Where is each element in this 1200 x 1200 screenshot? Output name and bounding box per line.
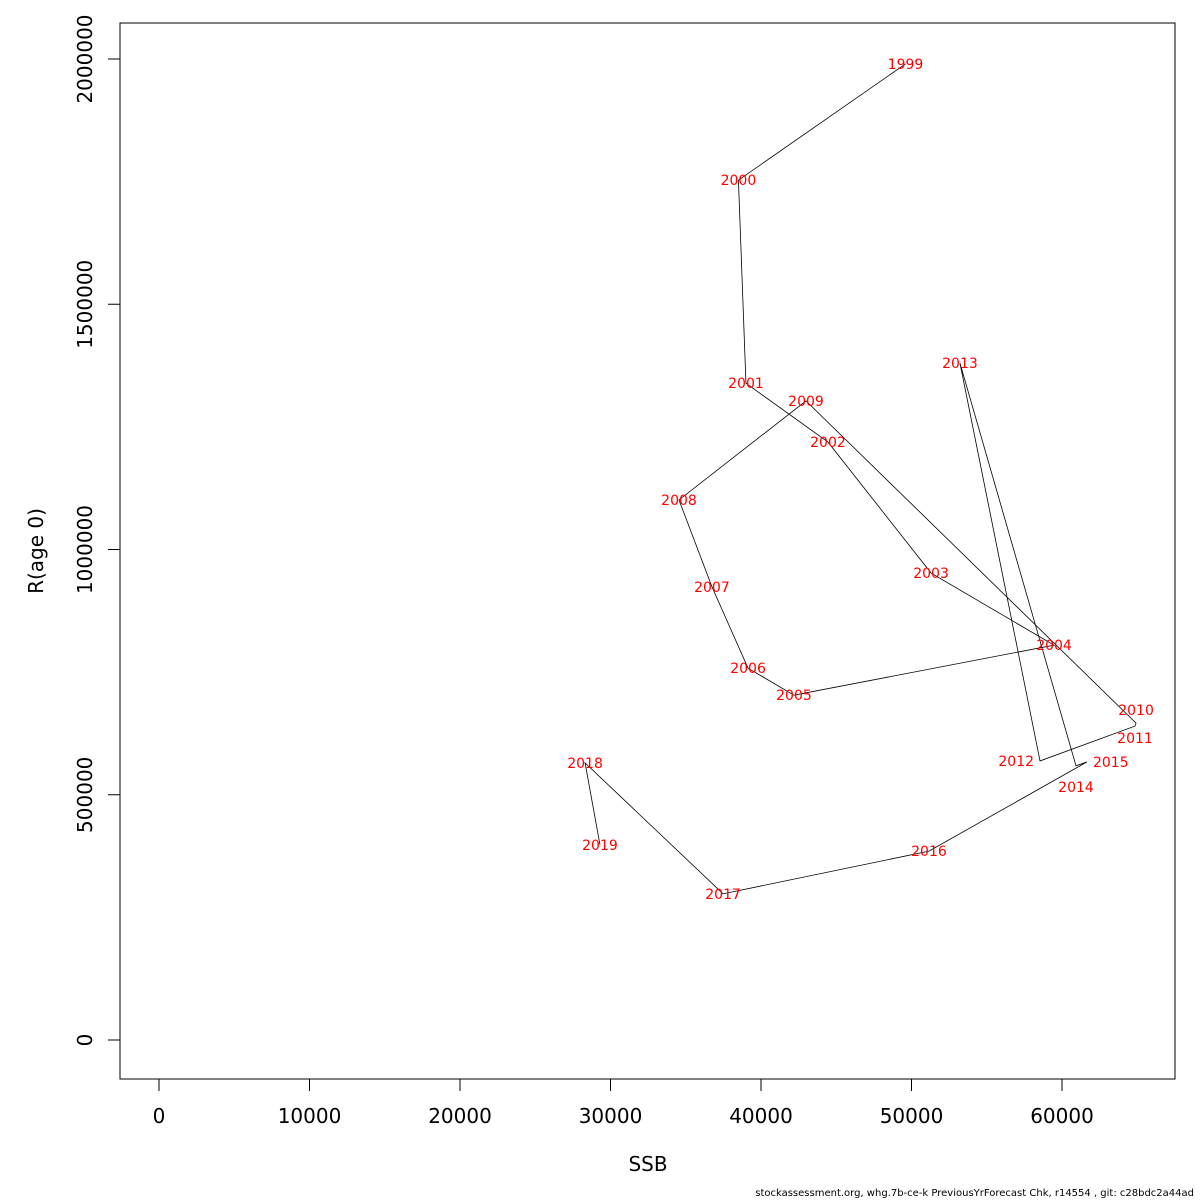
point-label-2000: 2000 <box>721 173 757 189</box>
point-label-2015: 2015 <box>1093 755 1129 771</box>
x-tick-label: 60000 <box>1030 1104 1094 1128</box>
point-label-2010: 2010 <box>1118 703 1154 719</box>
point-label-2005: 2005 <box>776 688 812 704</box>
x-tick-label: 10000 <box>278 1104 342 1128</box>
point-label-2008: 2008 <box>661 493 697 509</box>
point-label-2006: 2006 <box>730 661 766 677</box>
y-tick-label: 0 <box>73 1034 97 1047</box>
point-label-2001: 2001 <box>728 376 764 392</box>
point-label-1999: 1999 <box>888 57 924 73</box>
y-tick-label: 1500000 <box>73 260 97 349</box>
footer-text: stockassessment.org, whg.7b-ce-k Previou… <box>755 1188 1194 1199</box>
point-label-2009: 2009 <box>788 394 824 410</box>
point-label-2019: 2019 <box>582 838 618 854</box>
point-label-2014: 2014 <box>1058 780 1094 796</box>
point-label-2011: 2011 <box>1117 731 1153 747</box>
plot-frame <box>119 22 1176 1080</box>
point-label-2003: 2003 <box>913 566 949 582</box>
point-label-2007: 2007 <box>694 580 730 596</box>
x-tick-label: 20000 <box>428 1104 492 1128</box>
y-tick-label: 500000 <box>73 757 97 833</box>
series-line <box>584 63 1137 895</box>
y-tick-label: 1000000 <box>73 505 97 594</box>
y-axis-title: R(age 0) <box>24 508 48 594</box>
x-tick-label: 30000 <box>579 1104 643 1128</box>
point-label-2016: 2016 <box>911 844 947 860</box>
point-label-2002: 2002 <box>810 435 846 451</box>
x-tick-label: 50000 <box>880 1104 944 1128</box>
x-tick-label: 40000 <box>729 1104 793 1128</box>
y-tick-label: 2000000 <box>73 14 97 103</box>
x-tick-label: 0 <box>153 1104 166 1128</box>
point-label-2017: 2017 <box>705 887 741 903</box>
x-axis-title: SSB <box>628 1152 667 1176</box>
point-label-2018: 2018 <box>567 756 603 772</box>
point-label-2004: 2004 <box>1036 638 1072 654</box>
point-label-2012: 2012 <box>998 754 1034 770</box>
point-label-2013: 2013 <box>942 356 978 372</box>
